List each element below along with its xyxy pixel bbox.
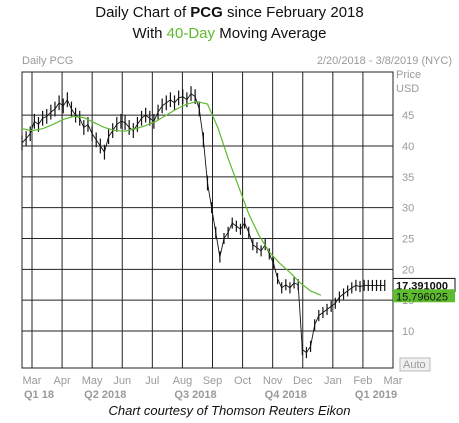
x-tick-label-mar-12: Mar — [384, 375, 403, 387]
x-tick-label-mar-0: Mar — [23, 375, 42, 387]
title-suffix: since February 2018 — [222, 4, 364, 21]
y-axis-title-usd: USD — [396, 83, 419, 95]
grid-layer — [21, 71, 394, 369]
x-tick-label-jul-4: Jul — [145, 375, 159, 387]
y-axis-title-price: Price — [396, 69, 421, 81]
symbol-label: Daily PCG — [22, 55, 73, 67]
x-tick-label-apr-1: Apr — [54, 375, 71, 387]
y-tick-label-40: 40 — [402, 141, 414, 153]
quarter-label-0: Q1 18 — [24, 389, 54, 401]
x-tick-label-may-2: May — [82, 375, 103, 387]
x-tick-label-sep-6: Sep — [203, 375, 223, 387]
x-tick-label-jun-3: Jun — [113, 375, 131, 387]
x-tick-label-oct-7: Oct — [234, 375, 251, 387]
title2-prefix: With — [132, 25, 167, 42]
x-tick-label-jan-10: Jan — [324, 375, 342, 387]
quarter-label-1: Q2 2018 — [84, 389, 126, 401]
y-tick-label-20: 20 — [402, 264, 414, 276]
y-tick-label-30: 30 — [402, 203, 414, 215]
auto-label: Auto — [403, 359, 426, 371]
date-range-label: 2/20/2018 - 3/8/2019 (NYC) — [317, 55, 452, 67]
x-tick-label-nov-8: Nov — [263, 375, 283, 387]
title-prefix: Daily Chart of — [95, 4, 191, 21]
quarter-label-3: Q4 2018 — [265, 389, 307, 401]
y-tick-label-10: 10 — [402, 326, 414, 338]
title2-suffix: Moving Average — [215, 25, 327, 42]
ma-value-tag: 15.796025 — [396, 291, 448, 303]
series-layer — [21, 86, 386, 359]
price-series-line — [21, 92, 385, 354]
quarter-label-2: Q3 2018 — [174, 389, 216, 401]
y-tick-label-45: 45 — [402, 110, 414, 122]
title-ma-label: 40-Day — [166, 25, 216, 42]
auto-label-box — [399, 357, 431, 372]
ma-value-tag-box — [393, 289, 455, 303]
plot-frame — [21, 71, 394, 369]
chart-credit: Chart courtesy of Thomson Reuters Eikon — [108, 403, 351, 418]
axis-layer: 1015202530354045MarAprMayJunJulAugSepOct… — [23, 110, 415, 401]
y-tick-label-35: 35 — [402, 172, 414, 184]
moving-average-line — [21, 100, 322, 296]
chart-title-line2: With 40-Day Moving Average — [0, 25, 459, 42]
quarter-label-4: Q1 2019 — [355, 389, 397, 401]
x-tick-label-dec-9: Dec — [293, 375, 313, 387]
x-tick-label-feb-11: Feb — [353, 375, 372, 387]
y-tick-label-25: 25 — [402, 234, 414, 246]
x-tick-label-aug-5: Aug — [173, 375, 193, 387]
title-ticker: PCG — [190, 4, 223, 21]
chart-title-line1: Daily Chart of PCG since February 2018 — [0, 4, 459, 21]
